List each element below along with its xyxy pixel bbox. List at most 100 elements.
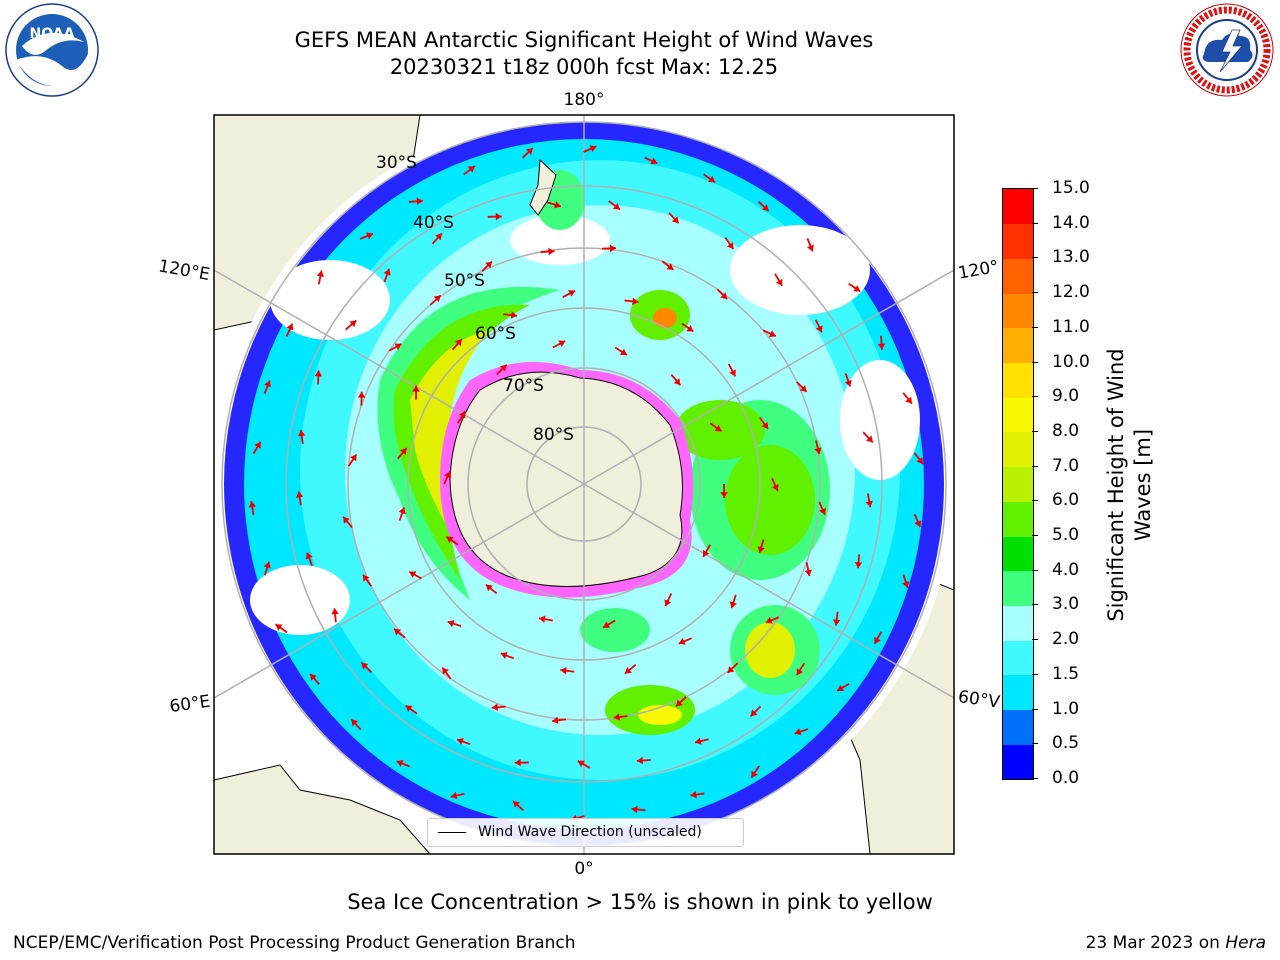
colorbar-tick-label: 14.0 (1052, 212, 1090, 233)
lon-label-top: 180° (564, 90, 605, 110)
wind-arrow-head (383, 268, 391, 276)
wind-arrow-head (729, 601, 737, 609)
colorbar-tick (1032, 361, 1038, 363)
colorbar-tick (1032, 257, 1038, 259)
wind-arrow-head (726, 242, 734, 250)
wind-arrow-head (874, 636, 881, 644)
wind-arrow-head (361, 662, 369, 670)
wind-arrow-head (467, 166, 475, 173)
wind-arrow-head (650, 157, 658, 165)
lat-label-30s: 30°S (376, 153, 417, 173)
wind-arrow-head (632, 297, 639, 306)
wind-arrow-head (435, 233, 442, 241)
wind-arrow-head (815, 325, 823, 333)
colorbar-tick-label: 1.0 (1052, 698, 1080, 719)
wind-arrow-head (447, 620, 455, 628)
wind-arrow-head (914, 520, 922, 528)
wind-arrow-head (485, 584, 493, 592)
colorbar-tick-label: 4.0 (1052, 559, 1080, 580)
lat-label-40s: 40°S (413, 213, 454, 233)
wind-arrow-head (775, 278, 783, 286)
wind-arrow-head (394, 628, 401, 636)
colorbar-segment (1003, 327, 1033, 364)
wind-arrow-head (412, 385, 420, 392)
wind-arrow-head (708, 175, 716, 183)
wind-arrow-head (525, 148, 533, 155)
lat-label-70s: 70°S (503, 376, 544, 396)
wind-arrow-head (263, 561, 271, 569)
colorbar-tick-label: 7.0 (1052, 455, 1080, 476)
lon-label-lower-right: 60°V (957, 687, 1002, 713)
wind-arrow-head (514, 758, 521, 767)
colorbar-tick-label: 3.0 (1052, 594, 1080, 615)
wind-arrow-head (631, 805, 638, 814)
colorbar-segment (1003, 258, 1033, 294)
wave-height-field (214, 115, 954, 854)
wind-arrow-head (720, 492, 728, 498)
wind-arrows (248, 145, 924, 822)
wind-arrow-head (916, 457, 924, 465)
wind-arrow-head (771, 484, 779, 491)
colorbar-segment (1003, 223, 1033, 259)
colorbar-tick-label: 9.0 (1052, 386, 1080, 407)
wind-arrow-head (500, 651, 508, 659)
wind-arrow-head (558, 340, 566, 348)
wind-arrow-head (837, 684, 845, 692)
wind-arrow-head (286, 323, 294, 331)
colorbar-tick (1032, 639, 1038, 641)
colorbar-segment (1003, 189, 1033, 225)
wind-arrow-head (671, 216, 679, 224)
wind-arrow-head (491, 703, 498, 711)
wind-arrow-head (844, 379, 852, 387)
wind-arrow-head (664, 599, 672, 607)
wind-arrow-head (495, 212, 502, 221)
wind-arrow-head (729, 369, 736, 377)
colorbar-tick (1032, 500, 1038, 502)
colorbar-tick-label: 0.0 (1052, 768, 1080, 788)
lon-label-bottom: 0° (574, 859, 593, 879)
lat-label-60s: 60°S (475, 324, 516, 344)
wind-arrow-head (603, 621, 611, 628)
run-date: 23 Mar 2023 on Hera (1086, 933, 1266, 953)
wind-arrow-head (349, 320, 357, 328)
chart-subtitle: 20230321 t18z 000h fcst Max: 12.25 (389, 55, 779, 79)
colorbar-tick-label: 15.0 (1052, 178, 1090, 198)
wind-arrow-head (714, 424, 722, 432)
wind-arrow-head (694, 737, 702, 745)
colorbar-segment (1003, 744, 1033, 780)
noaa-logo: NOAA (5, 3, 99, 97)
wind-arrow-head (761, 421, 769, 429)
new-zealand-land (529, 158, 557, 216)
wind-arrow-head (305, 552, 313, 560)
wind-arrow-head (804, 569, 812, 577)
wind-arrow-head (343, 516, 350, 524)
wind-arrow-head (727, 666, 735, 673)
wind-arrow-head (552, 716, 559, 725)
wind-arrow-head (351, 719, 359, 727)
wind-arrow-head (316, 270, 325, 278)
lon-label-upper-left: 120°E (157, 256, 211, 285)
wind-arrow-head (446, 536, 454, 544)
legend-line-swatch (438, 832, 466, 833)
wind-arrow-head (761, 204, 769, 212)
colorbar-tick-label: 13.0 (1052, 247, 1090, 268)
wind-arrow-head (832, 619, 841, 626)
wind-arrow-head (765, 616, 773, 624)
wind-arrow-head (409, 571, 417, 578)
colorbar-tick (1032, 569, 1038, 571)
colorbar-tick (1032, 743, 1038, 745)
colorbar-segment (1003, 536, 1033, 572)
system-name: Hera (1225, 933, 1266, 953)
colorbar-segment (1003, 466, 1033, 502)
wind-arrow-head (568, 290, 576, 297)
wind-arrow-head (757, 546, 765, 553)
sea-ice-note: Sea Ice Concentration > 15% is shown in … (347, 890, 933, 914)
wind-arrow-head (362, 574, 370, 582)
wind-arrow-head (366, 232, 373, 240)
wind-arrow-head (297, 430, 306, 437)
wind-arrow-head (400, 448, 407, 455)
wind-arrow-head (560, 667, 567, 675)
wind-arrow-head (690, 790, 697, 799)
wind-arrow-head (357, 391, 366, 398)
wind-arrow-head (796, 668, 804, 676)
